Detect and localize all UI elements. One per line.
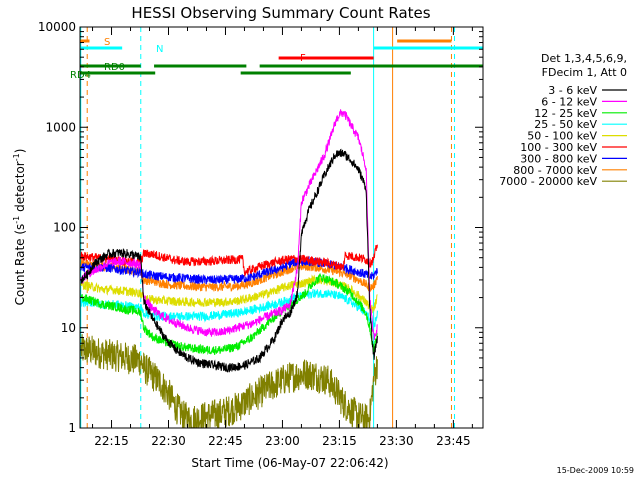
series-line xyxy=(80,109,378,341)
x-tick-label: 23:45 xyxy=(436,434,471,448)
y-tick-label: 1000 xyxy=(45,120,76,134)
legend-entry-label: 800 - 7000 keV xyxy=(513,164,597,177)
legend-entry-label: 12 - 25 keV xyxy=(534,107,597,120)
x-tick-label: 23:30 xyxy=(379,434,414,448)
series-layer xyxy=(80,109,378,428)
state-bar-label: RD4 xyxy=(70,70,91,81)
series-line xyxy=(80,148,378,373)
legend-entry-label: 300 - 800 keV xyxy=(520,152,597,165)
chart-title: HESSI Observing Summary Count Rates xyxy=(131,4,430,22)
legend-entry-label: 3 - 6 keV xyxy=(548,84,597,97)
x-tick-label: 22:30 xyxy=(151,434,186,448)
series-line xyxy=(80,334,378,428)
y-axis-label-part: -1 xyxy=(12,153,21,161)
legend-entry-label: 100 - 300 keV xyxy=(520,141,597,154)
plot-area xyxy=(80,27,483,428)
y-axis-label: Count Rate (s-1 detector-1) xyxy=(12,149,27,306)
y-tick-label: 10000 xyxy=(38,20,76,34)
x-tick-label: 22:45 xyxy=(208,434,243,448)
legend-entry-label: 7000 - 20000 keV xyxy=(499,175,597,188)
y-tick-label: 10 xyxy=(61,321,76,335)
state-bar-label: RD0 xyxy=(104,62,125,73)
y-axis-label-part: Count Rate (s xyxy=(13,224,27,306)
y-tick-label: 100 xyxy=(53,221,76,235)
state-label-layer: S N F RD0 RD4 xyxy=(70,37,306,81)
legend-entry-label: 50 - 100 keV xyxy=(527,130,597,143)
x-tick-label: 22:15 xyxy=(94,434,129,448)
y-axis-label-part: -1 xyxy=(12,216,21,224)
state-bar-label: N xyxy=(156,44,163,55)
x-axis-label: Start Time (06-May-07 22:06:42) xyxy=(191,456,388,470)
footer-timestamp: 15-Dec-2009 10:59 xyxy=(557,466,634,475)
y-tick-label: 1 xyxy=(68,421,76,435)
legend-header-line: FDecim 1, Att 0 xyxy=(542,66,627,79)
state-bar-label: F xyxy=(300,53,306,64)
state-bar-label: S xyxy=(104,37,110,48)
legend: Det 1,3,4,5,6,9, FDecim 1, Att 0 3 - 6 k… xyxy=(499,52,627,188)
x-tick-label: 23:00 xyxy=(265,434,300,448)
legend-header-line: Det 1,3,4,5,6,9, xyxy=(541,52,627,65)
series-line xyxy=(80,273,378,356)
y-axis-label-part: detector xyxy=(13,161,27,216)
axis-ticks: 22:15 22:30 22:45 23:00 23:15 23:30 23:45 1 10 10… xyxy=(38,20,483,448)
legend-entry-label: 6 - 12 keV xyxy=(541,95,597,108)
x-tick-label: 23:15 xyxy=(322,434,357,448)
y-axis-label-part: ) xyxy=(13,149,27,154)
legend-entry-label: 25 - 50 keV xyxy=(534,118,597,131)
state-bar-layer xyxy=(80,39,483,75)
